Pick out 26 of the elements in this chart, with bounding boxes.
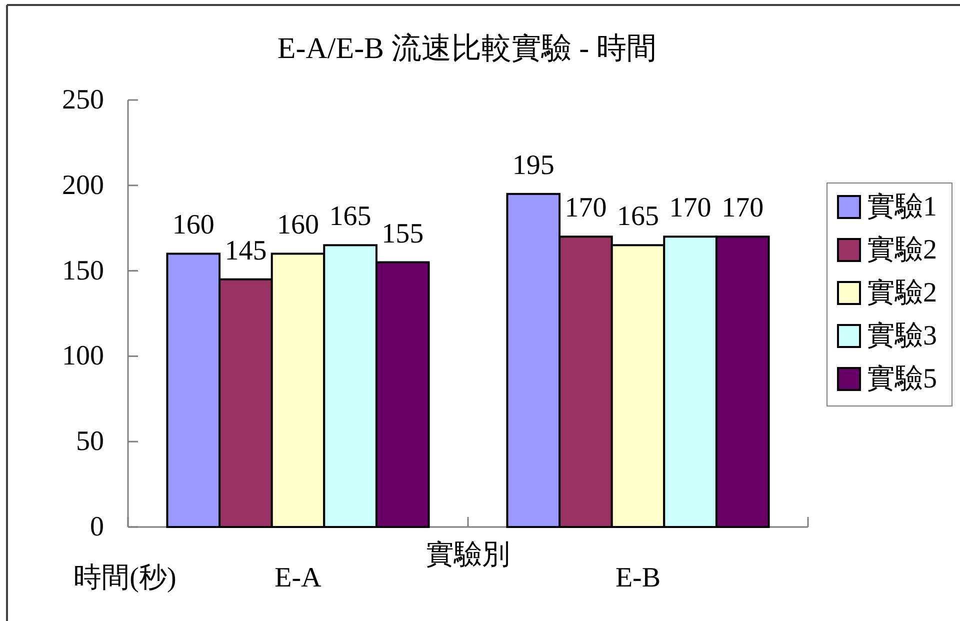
data-label: 155 [382, 218, 424, 250]
data-label: 160 [172, 210, 214, 241]
data-label: 170 [722, 192, 764, 224]
legend-label: 實驗2 [867, 278, 937, 308]
data-label: 170 [564, 192, 607, 224]
legend-label: 實驗2 [867, 234, 937, 266]
data-label: 160 [277, 210, 319, 241]
y-tick-label: 0 [90, 512, 104, 542]
legend-label: 實驗5 [867, 364, 937, 394]
data-label: 165 [617, 201, 659, 232]
y-axis-title: 時間(秒) [74, 562, 176, 594]
y-tick-label: 200 [62, 170, 104, 201]
chart-title: E-A/E-B 流速比較實驗 - 時間 [277, 32, 657, 65]
data-label: 165 [329, 201, 372, 232]
x-tick-label: E-A [274, 562, 322, 594]
y-tick-label: 150 [62, 255, 104, 286]
y-tick-label: 250 [62, 84, 104, 116]
x-tick-label: E-B [615, 562, 661, 594]
data-label: 145 [224, 235, 267, 266]
y-tick-label: 100 [62, 340, 104, 372]
y-tick-label: 50 [76, 426, 104, 458]
x-axis-title: 實驗別 [426, 540, 510, 570]
data-label: 195 [512, 150, 554, 181]
legend-label: 實驗3 [867, 320, 937, 352]
data-label: 170 [669, 192, 712, 224]
legend-label: 實驗1 [867, 192, 937, 222]
